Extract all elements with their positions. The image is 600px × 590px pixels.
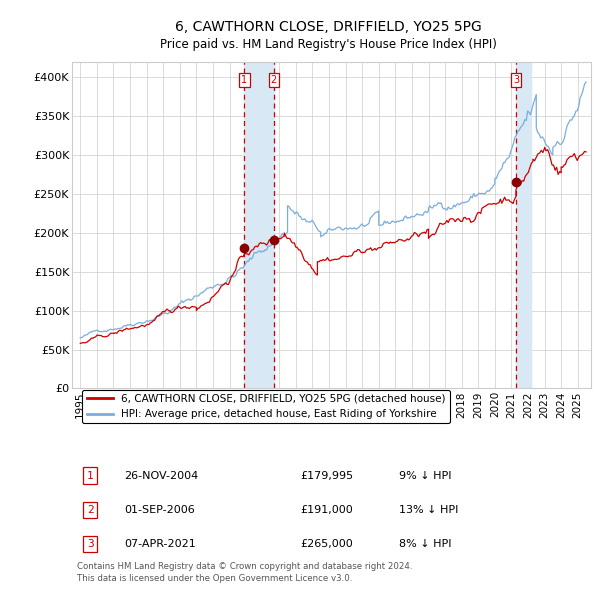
Text: 2: 2 <box>271 75 277 85</box>
Text: 1: 1 <box>241 75 248 85</box>
Bar <box>244 62 274 388</box>
Text: 26-NOV-2004: 26-NOV-2004 <box>124 471 198 481</box>
Text: £179,995: £179,995 <box>301 471 353 481</box>
Text: 01-SEP-2006: 01-SEP-2006 <box>124 505 194 515</box>
Text: Price paid vs. HM Land Registry's House Price Index (HPI): Price paid vs. HM Land Registry's House … <box>160 38 497 51</box>
Text: 6, CAWTHORN CLOSE, DRIFFIELD, YO25 5PG: 6, CAWTHORN CLOSE, DRIFFIELD, YO25 5PG <box>175 19 482 34</box>
Text: 2: 2 <box>87 505 94 515</box>
Text: 3: 3 <box>513 75 519 85</box>
Text: 07-APR-2021: 07-APR-2021 <box>124 539 196 549</box>
Text: £191,000: £191,000 <box>301 505 353 515</box>
Text: 3: 3 <box>87 539 94 549</box>
Text: Contains HM Land Registry data © Crown copyright and database right 2024.: Contains HM Land Registry data © Crown c… <box>77 562 413 571</box>
Text: This data is licensed under the Open Government Licence v3.0.: This data is licensed under the Open Gov… <box>77 573 353 583</box>
Text: 1: 1 <box>87 471 94 481</box>
Legend: 6, CAWTHORN CLOSE, DRIFFIELD, YO25 5PG (detached house), HPI: Average price, det: 6, CAWTHORN CLOSE, DRIFFIELD, YO25 5PG (… <box>82 390 449 424</box>
Bar <box>516 62 531 388</box>
Text: 9% ↓ HPI: 9% ↓ HPI <box>399 471 451 481</box>
Text: £265,000: £265,000 <box>301 539 353 549</box>
Text: 13% ↓ HPI: 13% ↓ HPI <box>399 505 458 515</box>
Text: 8% ↓ HPI: 8% ↓ HPI <box>399 539 451 549</box>
